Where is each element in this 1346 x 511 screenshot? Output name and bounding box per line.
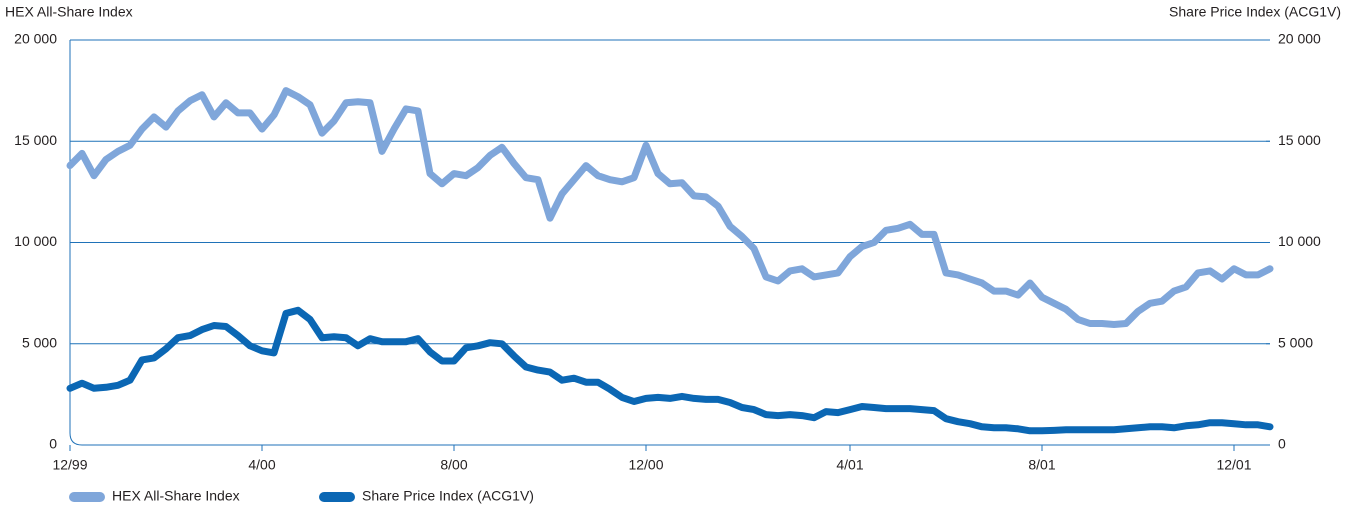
legend-label: Share Price Index (ACG1V) (362, 488, 534, 504)
y2-tick-label: 0 (1278, 436, 1286, 452)
line-series (66, 87, 1274, 328)
y-tick-label: 20 000 (14, 31, 57, 47)
y-axis-title: HEX All-Share Index (5, 4, 133, 20)
x-tick-label: 8/00 (440, 457, 467, 473)
y2-tick-label: 20 000 (1278, 31, 1321, 47)
y-tick-label: 0 (49, 436, 57, 452)
x-tick-label: 4/00 (248, 457, 275, 473)
y2-tick-label: 5 000 (1278, 334, 1313, 350)
x-tick-label: 12/00 (628, 457, 663, 473)
y2-tick-label: 10 000 (1278, 233, 1321, 249)
y-tick-label: 5 000 (22, 334, 57, 350)
y-tick-label: 10 000 (14, 233, 57, 249)
line-series (66, 306, 1274, 435)
x-tick-label: 12/99 (52, 457, 87, 473)
axis-line (69, 40, 1270, 446)
y-tick-label: 15 000 (14, 132, 57, 148)
x-tick-label: 4/01 (836, 457, 863, 473)
y2-axis-title: Share Price Index (ACG1V) (1169, 4, 1341, 20)
x-tick-label: 12/01 (1216, 457, 1251, 473)
x-tick-label: 8/01 (1028, 457, 1055, 473)
y2-tick-label: 15 000 (1278, 132, 1321, 148)
legend-label: HEX All-Share Index (112, 488, 240, 504)
